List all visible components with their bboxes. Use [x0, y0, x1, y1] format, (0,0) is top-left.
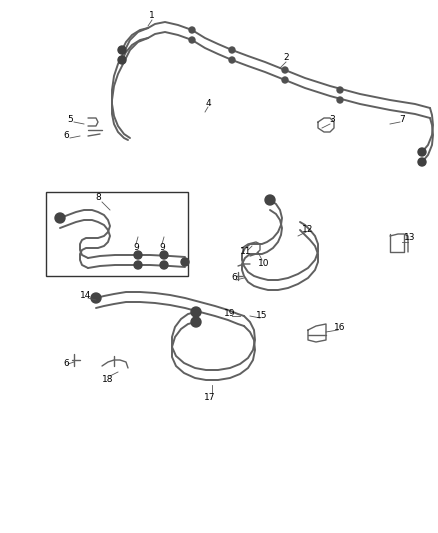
Circle shape [160, 251, 168, 259]
Text: 8: 8 [95, 193, 101, 203]
Text: 4: 4 [205, 99, 211, 108]
Text: 6: 6 [63, 359, 69, 368]
Text: 11: 11 [240, 247, 252, 256]
Circle shape [191, 317, 201, 327]
Text: 2: 2 [283, 53, 289, 62]
Circle shape [189, 27, 195, 33]
Text: 6: 6 [231, 273, 237, 282]
Circle shape [229, 57, 235, 63]
Circle shape [181, 258, 189, 266]
Circle shape [189, 37, 195, 43]
Circle shape [191, 307, 201, 317]
Circle shape [418, 148, 426, 156]
Text: 3: 3 [329, 116, 335, 125]
Text: 9: 9 [133, 244, 139, 253]
Text: 16: 16 [334, 324, 346, 333]
Text: 14: 14 [80, 292, 92, 301]
Text: 9: 9 [159, 244, 165, 253]
Circle shape [418, 158, 426, 166]
Bar [46, 192, 188, 276]
Circle shape [55, 213, 65, 223]
Circle shape [134, 261, 142, 269]
Circle shape [118, 56, 126, 64]
Circle shape [282, 67, 288, 73]
Text: 12: 12 [302, 225, 314, 235]
Text: 5: 5 [67, 116, 73, 125]
Circle shape [118, 46, 126, 54]
Circle shape [91, 293, 101, 303]
Circle shape [134, 251, 142, 259]
Text: 15: 15 [256, 311, 268, 320]
Circle shape [337, 87, 343, 93]
Circle shape [229, 47, 235, 53]
Text: 13: 13 [404, 233, 416, 243]
Text: 10: 10 [258, 260, 270, 269]
Circle shape [282, 77, 288, 83]
Text: 7: 7 [399, 116, 405, 125]
Circle shape [160, 261, 168, 269]
Text: 19: 19 [224, 310, 236, 319]
Circle shape [337, 97, 343, 103]
Text: 6: 6 [63, 132, 69, 141]
Text: 17: 17 [204, 392, 216, 401]
Circle shape [265, 195, 275, 205]
Text: 1: 1 [149, 12, 155, 20]
Text: 18: 18 [102, 376, 114, 384]
